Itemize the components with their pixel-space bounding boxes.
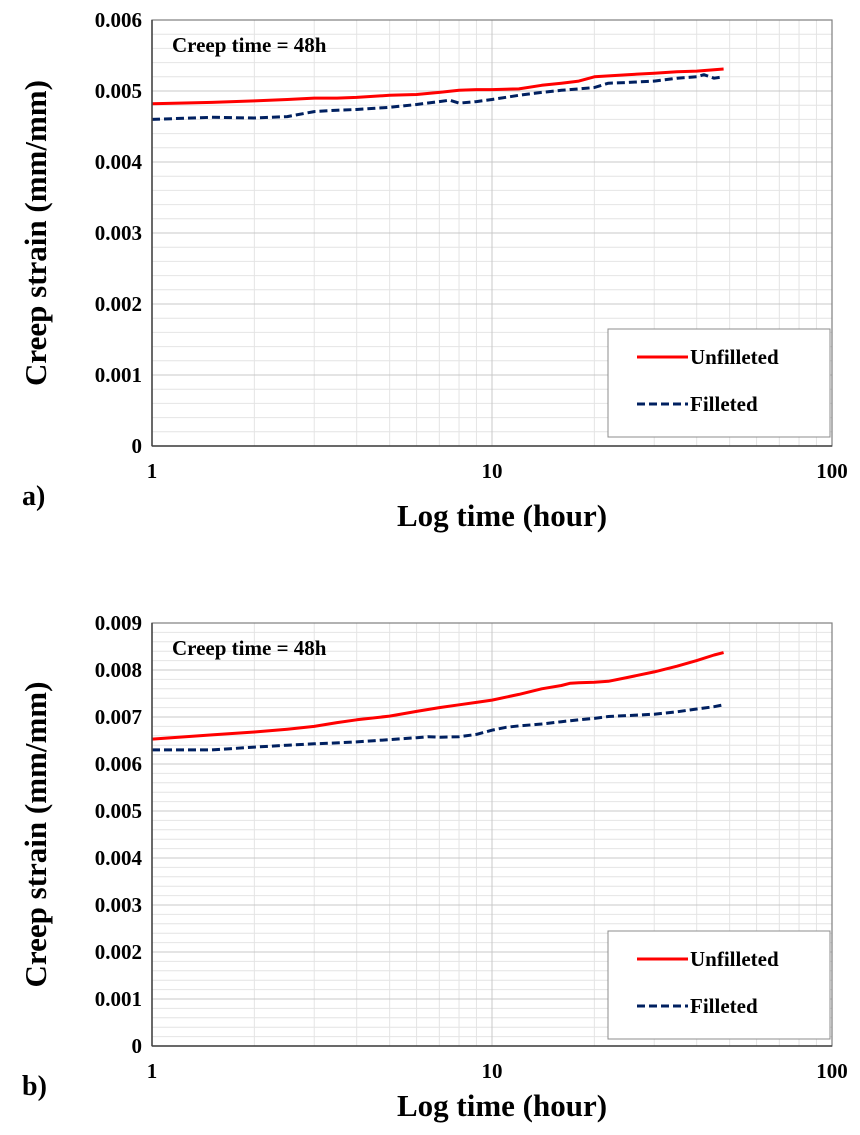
legend-label-filleted: Filleted — [690, 994, 758, 1018]
y-tick-label: 0.007 — [95, 705, 142, 729]
y-tick-label: 0.004 — [95, 846, 143, 870]
legend-label-unfilleted: Unfilleted — [690, 947, 779, 971]
annotation-text: Creep time = 48h — [172, 33, 327, 57]
annotation-text: Creep time = 48h — [172, 636, 327, 660]
y-axis-title: Creep strain (mm/mm) — [18, 682, 53, 988]
y-tick-label: 0.003 — [95, 221, 142, 245]
panel-label: b) — [22, 1071, 47, 1102]
y-tick-label: 0 — [132, 434, 143, 458]
y-tick-label: 0.001 — [95, 987, 142, 1011]
chart-panel-a: 0 0.001 0.002 0.003 0.004 0.005 0.006 1 10 100 Log… — [0, 0, 860, 560]
series-line-unfilleted — [151, 651, 724, 741]
series-line-filleted — [152, 703, 724, 752]
x-axis-title: Log time (hour) — [397, 1088, 607, 1123]
legend: Unfilleted Filleted — [607, 328, 831, 438]
y-tick-label: 0.003 — [95, 893, 142, 917]
y-tick-label: 0.006 — [95, 8, 142, 32]
legend-label-filleted: Filleted — [690, 392, 758, 416]
x-tick-label: 100 — [816, 1059, 848, 1083]
y-tick-label: 0.009 — [95, 611, 142, 635]
legend: Unfilleted Filleted — [607, 930, 831, 1040]
y-tick-label: 0.002 — [95, 292, 142, 316]
chart-panel-b: 0 0.001 0.002 0.003 0.004 0.005 0.006 0.007 0.00… — [0, 580, 860, 1135]
x-axis-title: Log time (hour) — [397, 498, 607, 533]
panel-label: a) — [22, 481, 45, 512]
series-line-filleted — [151, 73, 724, 121]
legend-label-unfilleted: Unfilleted — [690, 345, 779, 369]
x-tick-label: 10 — [482, 1059, 503, 1083]
y-axis-title: Creep strain (mm/mm) — [18, 80, 53, 386]
series-line-unfilleted — [151, 67, 724, 106]
y-tick-label: 0.005 — [95, 799, 142, 823]
creep-chart-a: 0 0.001 0.002 0.003 0.004 0.005 0.006 1 10 100 Log… — [18, 8, 848, 533]
y-tick-label: 0.005 — [95, 79, 142, 103]
x-tick-label: 1 — [147, 1059, 158, 1083]
legend-box — [607, 930, 831, 1040]
y-tick-label: 0.001 — [95, 363, 142, 387]
x-tick-label: 100 — [816, 459, 848, 483]
y-tick-label: 0.002 — [95, 940, 142, 964]
creep-chart-b: 0 0.001 0.002 0.003 0.004 0.005 0.006 0.007 0.00… — [18, 611, 848, 1123]
y-tick-label: 0.006 — [95, 752, 142, 776]
y-tick-label: 0 — [132, 1034, 143, 1058]
y-tick-label: 0.004 — [95, 150, 143, 174]
legend-box — [607, 328, 831, 438]
x-tick-label: 10 — [482, 459, 503, 483]
x-tick-label: 1 — [147, 459, 158, 483]
y-tick-label: 0.008 — [95, 658, 142, 682]
